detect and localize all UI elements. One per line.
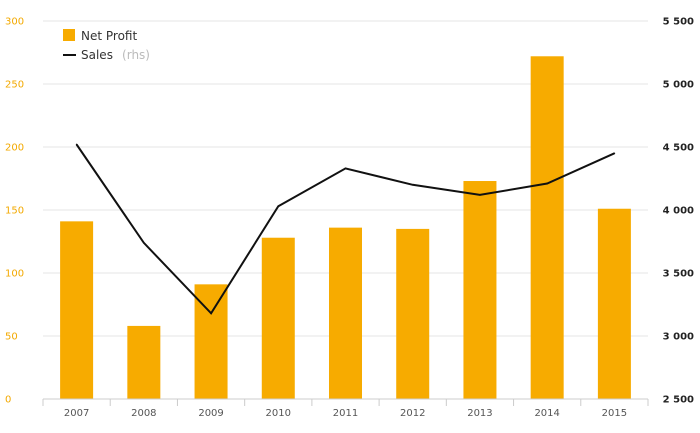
point-sales xyxy=(344,167,347,170)
point-sales xyxy=(479,194,481,196)
x-tick-label: 2011 xyxy=(333,408,358,419)
y-left-tick-label: 0 xyxy=(5,395,11,406)
y-right-tick-label: 3 000 xyxy=(663,332,694,343)
y-right-tick-label: 2 500 xyxy=(663,395,694,406)
x-tick-label: 2015 xyxy=(602,408,627,419)
x-tick-label: 2008 xyxy=(131,408,156,419)
bar-net-profit xyxy=(396,228,430,399)
legend-swatch-net-profit xyxy=(63,29,75,41)
point-sales xyxy=(411,184,414,186)
x-tick-label: 2009 xyxy=(198,408,223,419)
point-sales xyxy=(143,241,145,244)
x-tick-label: 2014 xyxy=(534,408,559,419)
y-right-tick-label: 4 000 xyxy=(663,206,694,217)
y-left-tick-label: 250 xyxy=(5,80,24,91)
bar-net-profit xyxy=(261,237,295,399)
axes: 0 50 100 150 200 250 300 2 500 3 000 3 500 4 000 4 … xyxy=(5,17,694,420)
y-right-tick-label: 5 500 xyxy=(663,17,694,28)
legend: Net Profit Sales (rhs) xyxy=(63,29,150,63)
x-tick-label: 2012 xyxy=(400,408,425,419)
y-right-tick-label: 4 500 xyxy=(663,143,694,154)
bar-series-net-profit xyxy=(60,56,631,399)
point-sales xyxy=(277,205,280,208)
bar-net-profit xyxy=(127,325,161,399)
bar-net-profit xyxy=(597,208,631,399)
y-right-tick-label: 5 000 xyxy=(663,80,694,91)
line-series-sales xyxy=(75,143,616,315)
y-left-tick-label: 50 xyxy=(5,332,18,343)
legend-label-net-profit: Net Profit xyxy=(81,29,137,43)
bar-net-profit xyxy=(463,181,497,399)
legend-label-sales-name: Sales xyxy=(81,48,113,62)
point-sales xyxy=(75,143,78,146)
point-sales xyxy=(210,312,212,315)
bar-net-profit xyxy=(194,284,228,399)
bar-net-profit xyxy=(329,227,362,399)
x-tick-label: 2013 xyxy=(467,408,492,419)
y-left-tick-label: 300 xyxy=(5,17,24,28)
bar-net-profit xyxy=(60,221,94,399)
y-right-tick-label: 3 500 xyxy=(663,269,694,280)
point-sales xyxy=(546,182,548,185)
legend-label-sales: Sales (rhs) xyxy=(81,44,150,63)
bar-net-profit xyxy=(530,56,564,399)
y-left-tick-label: 100 xyxy=(5,269,24,280)
legend-label-sales-suffix: (rhs) xyxy=(122,48,150,62)
y-left-tick-label: 150 xyxy=(5,206,24,217)
x-tick-label: 2010 xyxy=(266,408,291,419)
x-tick-label: 2007 xyxy=(64,408,89,419)
y-left-tick-label: 200 xyxy=(5,143,24,154)
point-sales xyxy=(613,152,616,155)
